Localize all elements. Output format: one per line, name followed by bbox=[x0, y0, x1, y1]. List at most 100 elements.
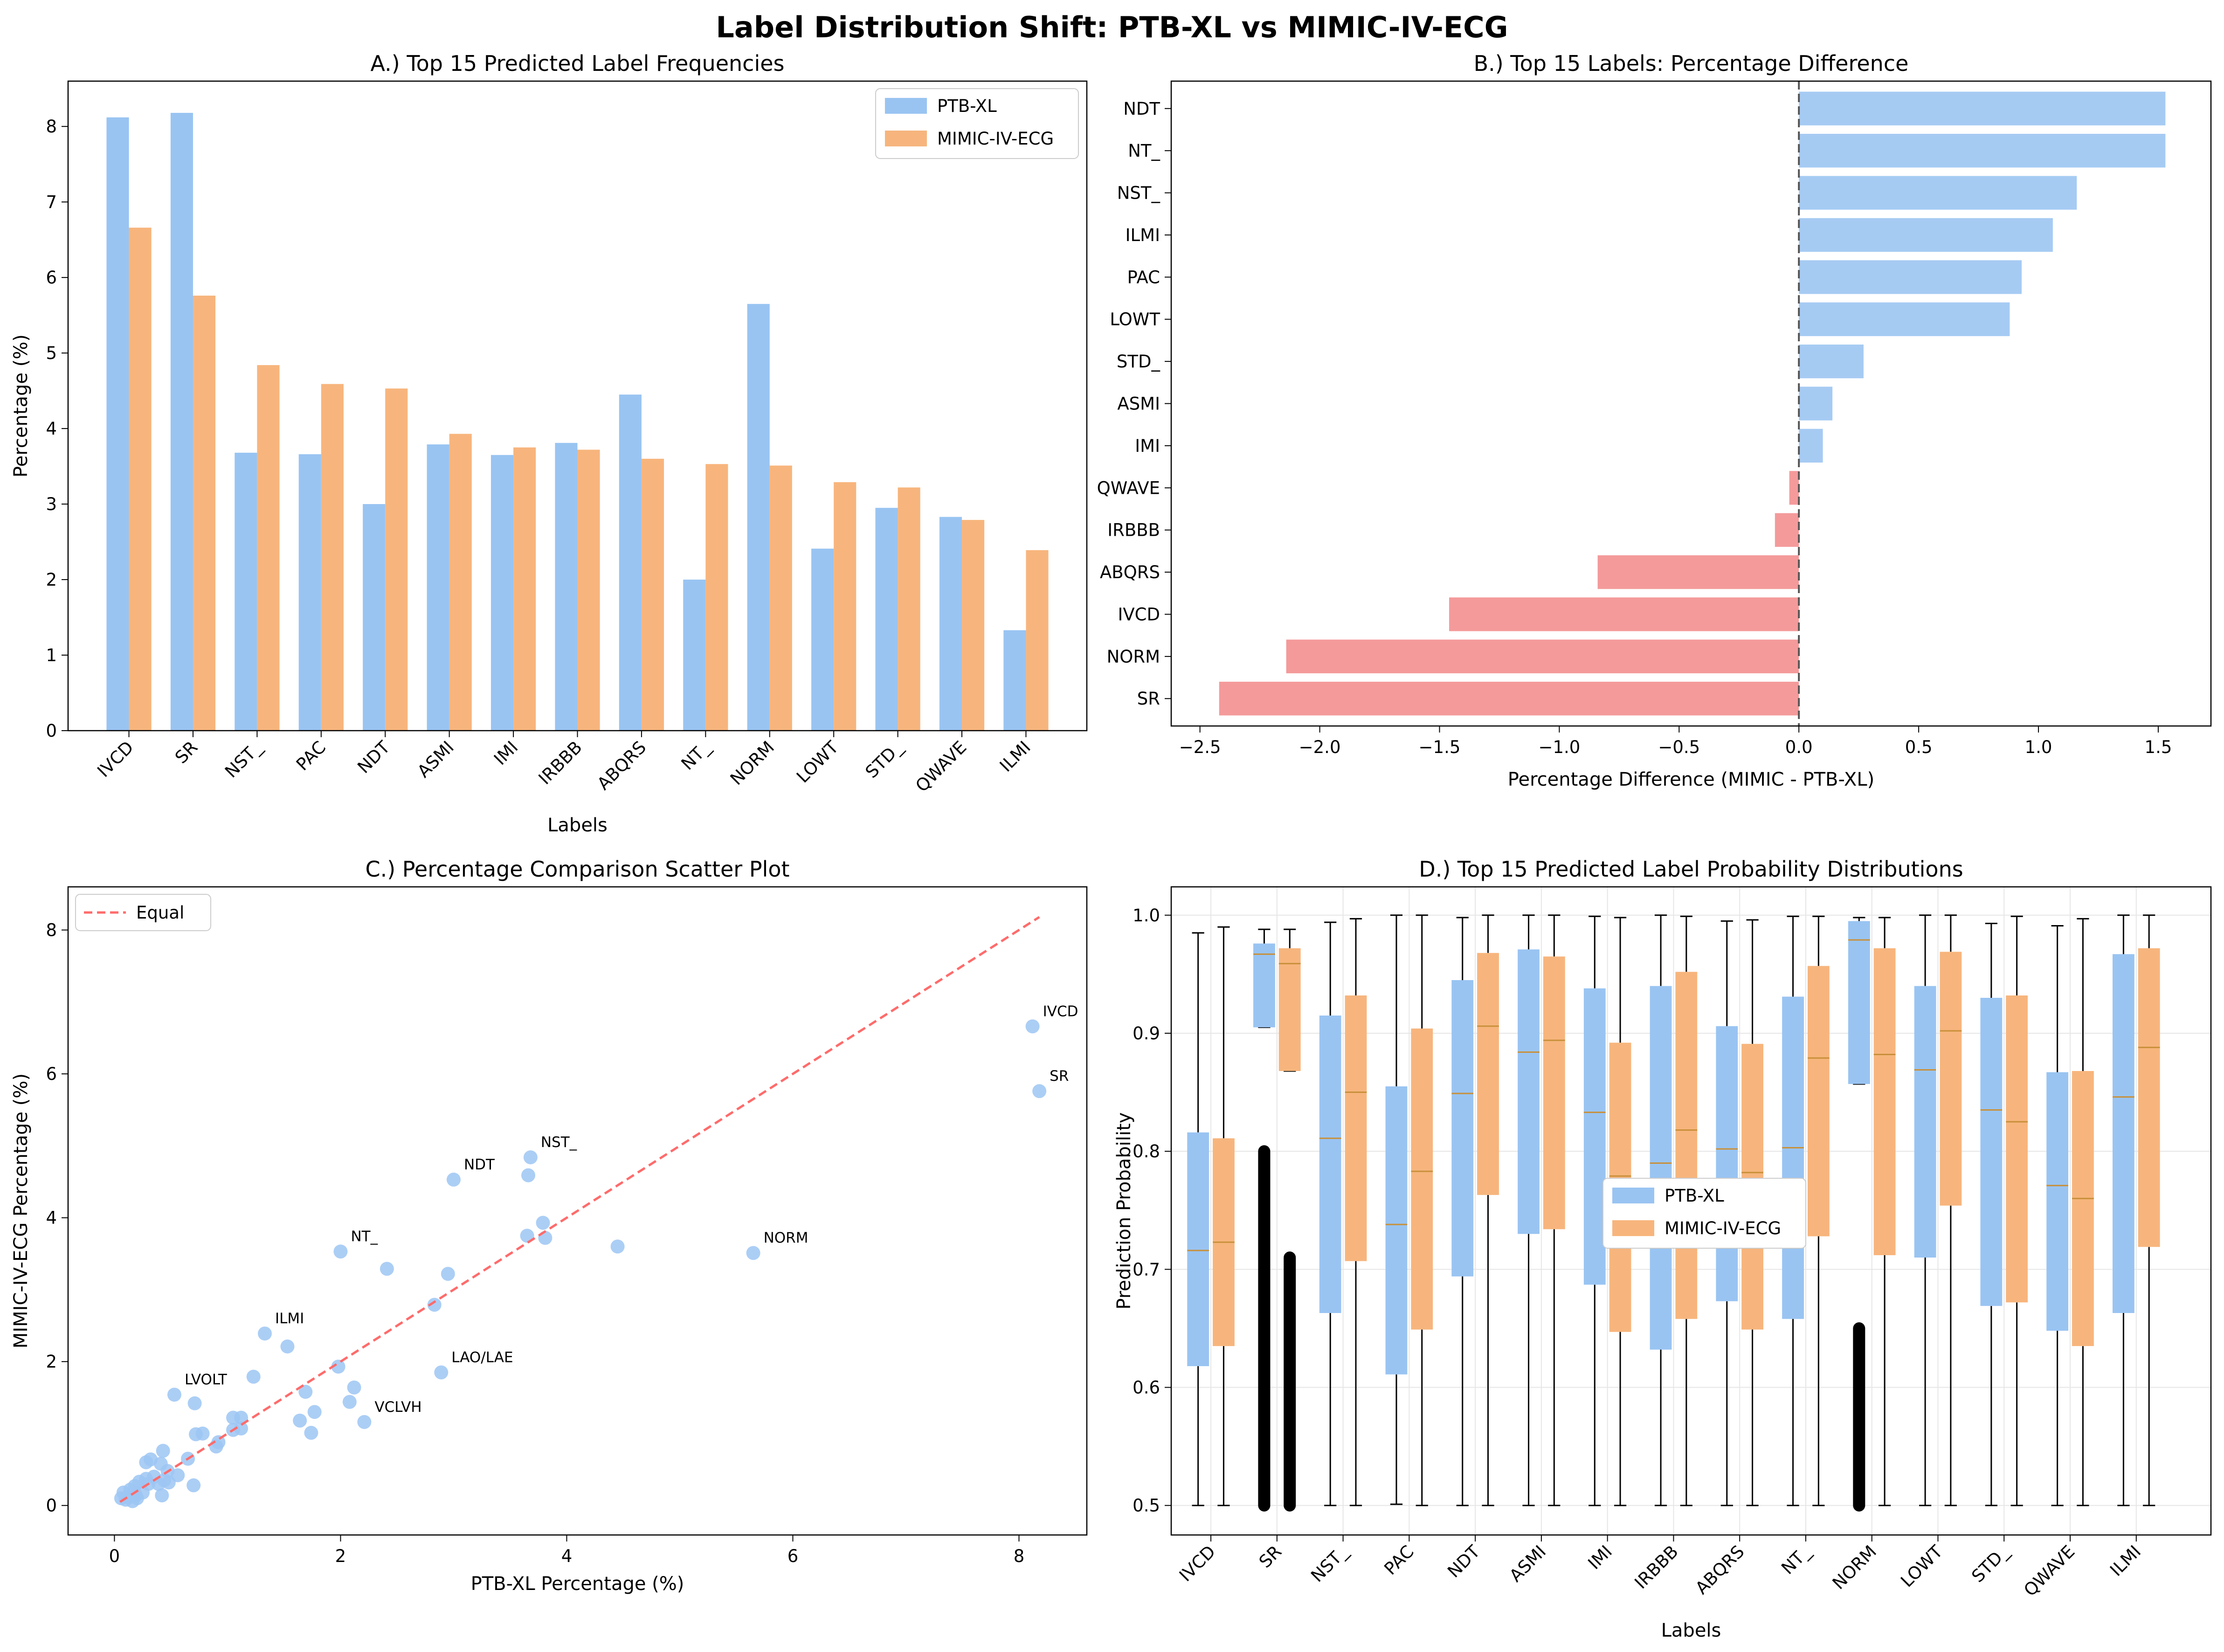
box-ptb-norm bbox=[1848, 921, 1870, 1084]
x-tick-label: −2.5 bbox=[1179, 737, 1221, 757]
y-axis-label: Percentage (%) bbox=[10, 334, 32, 477]
y-tick-label: STD_ bbox=[1117, 352, 1160, 372]
y-tick-label: 3 bbox=[46, 494, 57, 514]
box-mimic-asmi bbox=[1543, 956, 1565, 1230]
scatter-point bbox=[246, 1369, 261, 1384]
point-annotation: NT_ bbox=[351, 1228, 378, 1245]
y-tick-label: IMI bbox=[1135, 436, 1160, 456]
scatter-point bbox=[446, 1172, 461, 1187]
panel-c-title: C.) Percentage Comparison Scatter Plot bbox=[365, 857, 789, 882]
x-tick-label: 0 bbox=[109, 1546, 120, 1566]
y-tick-label: ASMI bbox=[1117, 394, 1160, 414]
scatter-point bbox=[746, 1246, 760, 1260]
scatter-point bbox=[161, 1475, 176, 1490]
bar-ptb-abqrs bbox=[619, 394, 642, 731]
legend-swatch-mimic bbox=[1612, 1220, 1654, 1236]
box-ptb-imi bbox=[1583, 988, 1606, 1285]
y-tick-label: 1.0 bbox=[1133, 905, 1160, 926]
legend-label-ptb: PTB-XL bbox=[937, 96, 997, 116]
bar-ptb-std_ bbox=[875, 508, 898, 731]
bar-mimic-norm bbox=[769, 465, 792, 731]
bar-ptb-nst_ bbox=[235, 452, 257, 731]
diff-bar-pac bbox=[1799, 260, 2022, 294]
y-tick-label: 0.6 bbox=[1133, 1378, 1160, 1398]
point-annotation: LVOLT bbox=[185, 1371, 228, 1388]
panel-d-title: D.) Top 15 Predicted Label Probability D… bbox=[1419, 857, 1963, 882]
scatter-point bbox=[156, 1444, 170, 1458]
x-tick-label: −2.0 bbox=[1299, 737, 1341, 757]
x-axis-label: Labels bbox=[547, 815, 608, 836]
y-tick-label: 1 bbox=[46, 645, 57, 665]
y-tick-label: 6 bbox=[46, 1064, 57, 1084]
box-mimic-nst_ bbox=[1345, 995, 1367, 1261]
legend-box bbox=[75, 894, 211, 931]
legend-label-mimic: MIMIC-IV-ECG bbox=[937, 129, 1054, 149]
point-annotation: NORM bbox=[764, 1230, 808, 1246]
scatter-point bbox=[307, 1405, 322, 1419]
panel-b-title: B.) Top 15 Labels: Percentage Difference bbox=[1474, 51, 1909, 76]
point-annotation: NST_ bbox=[541, 1134, 577, 1151]
y-tick-label: SR bbox=[1137, 689, 1160, 709]
scatter-point bbox=[234, 1410, 249, 1425]
scatter-point bbox=[347, 1380, 361, 1395]
box-mimic-irbbb bbox=[1675, 972, 1698, 1319]
scatter-point bbox=[304, 1425, 318, 1440]
y-tick-label: PAC bbox=[1127, 267, 1160, 287]
bar-mimic-pac bbox=[321, 384, 344, 731]
box-ptb-std_ bbox=[1980, 997, 2003, 1306]
panel-a-title: A.) Top 15 Predicted Label Frequencies bbox=[371, 51, 785, 76]
scatter-point bbox=[380, 1262, 394, 1276]
y-tick-label: QWAVE bbox=[1097, 478, 1160, 498]
bar-ptb-qwave bbox=[939, 517, 962, 731]
scatter-point bbox=[298, 1384, 313, 1399]
diff-bar-abqrs bbox=[1597, 555, 1799, 589]
scatter-point bbox=[342, 1395, 357, 1409]
bar-mimic-nt_ bbox=[705, 464, 728, 731]
scatter-point bbox=[293, 1413, 307, 1428]
box-mimic-qwave bbox=[2072, 1071, 2094, 1346]
plot-frame bbox=[67, 80, 1088, 732]
plot-frame bbox=[1170, 886, 2212, 1536]
x-tick-label: 0.5 bbox=[1905, 737, 1933, 757]
box-ptb-sr bbox=[1253, 943, 1275, 1028]
bar-mimic-asmi bbox=[449, 434, 472, 731]
y-tick-label: 0.9 bbox=[1133, 1023, 1160, 1044]
y-tick-label: NORM bbox=[1107, 647, 1160, 667]
bar-ptb-sr bbox=[170, 113, 193, 731]
bar-mimic-abqrs bbox=[641, 458, 664, 731]
y-tick-label: 4 bbox=[46, 419, 57, 439]
box-mimic-lowt bbox=[1940, 952, 1962, 1206]
legend: PTB-XL MIMIC-IV-ECG bbox=[1602, 1178, 1806, 1249]
scatter-point bbox=[434, 1365, 449, 1380]
bar-mimic-imi bbox=[513, 447, 536, 731]
diff-bar-ilmi bbox=[1799, 218, 2053, 252]
scatter-point bbox=[116, 1485, 131, 1500]
y-tick-label: 0 bbox=[46, 1496, 57, 1516]
scatter-point bbox=[610, 1239, 625, 1254]
x-tick-label: 8 bbox=[1014, 1546, 1025, 1566]
scatter-point bbox=[209, 1439, 223, 1454]
box-ptb-ilmi bbox=[2113, 954, 2134, 1313]
scatter-point bbox=[155, 1488, 169, 1503]
x-tick-label: 2 bbox=[335, 1546, 346, 1566]
bar-mimic-ilmi bbox=[1026, 550, 1049, 731]
bar-ptb-irbbb bbox=[555, 442, 578, 731]
legend: PTB-XL MIMIC-IV-ECG bbox=[875, 88, 1079, 159]
box-ptb-asmi bbox=[1518, 949, 1540, 1234]
box-mimic-ndt bbox=[1477, 953, 1499, 1195]
diff-bar-irbbb bbox=[1775, 513, 1799, 547]
legend-label-ptb: PTB-XL bbox=[1665, 1186, 1724, 1206]
scatter-point bbox=[167, 1388, 181, 1402]
y-tick-label: NST_ bbox=[1117, 183, 1160, 203]
diff-bar-sr bbox=[1219, 682, 1799, 716]
x-tick-label: −0.5 bbox=[1658, 737, 1700, 757]
bar-ptb-asmi bbox=[427, 444, 449, 731]
x-tick-label: 0.0 bbox=[1785, 737, 1813, 757]
scatter-point bbox=[536, 1216, 550, 1230]
point-annotation: IVCD bbox=[1043, 1003, 1078, 1020]
scatter-point bbox=[1025, 1019, 1040, 1034]
y-tick-label: NT_ bbox=[1128, 141, 1160, 161]
y-tick-label: 0.5 bbox=[1133, 1496, 1160, 1516]
bar-mimic-irbbb bbox=[577, 449, 600, 731]
